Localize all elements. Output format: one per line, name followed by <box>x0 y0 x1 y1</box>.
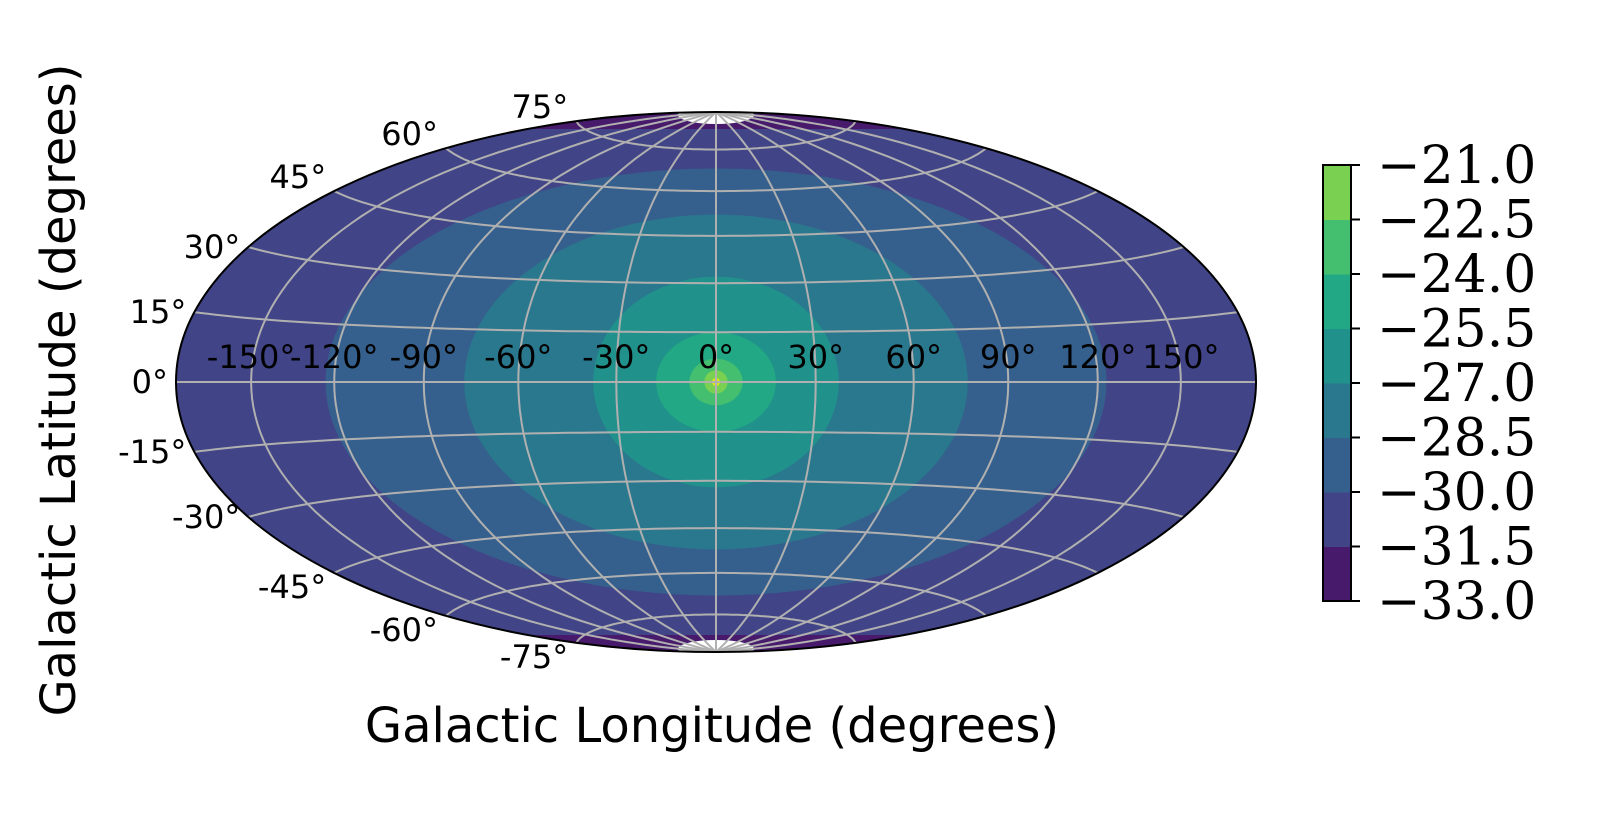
latitude-tick-label: 75° <box>511 88 568 126</box>
colorbar-band <box>1323 328 1351 384</box>
colorbar-band <box>1323 274 1351 329</box>
longitude-tick-label: -90° <box>390 338 458 376</box>
parallel-line <box>194 311 1238 334</box>
latitude-tick-label: 45° <box>269 158 326 196</box>
latitude-tick-labels: 75° 60° 45° 30° 15° 0° -15° -30° -45° -60° -75° <box>118 88 568 676</box>
longitude-tick-label: -120° <box>290 338 379 376</box>
parallel-line <box>575 613 857 644</box>
parallel-line <box>194 430 1238 453</box>
longitude-tick-label: -30° <box>582 338 650 376</box>
colorbar-tick-label: −24.0 <box>1377 245 1536 305</box>
colorbar-tick-label: −21.0 <box>1377 136 1536 196</box>
colorbar-tick-label: −33.0 <box>1377 572 1536 632</box>
colorbar-band <box>1323 546 1351 602</box>
latitude-tick-label: -45° <box>258 568 326 606</box>
latitude-tick-label: 0° <box>132 363 168 401</box>
colorbar-band <box>1323 492 1351 547</box>
longitude-tick-label: 30° <box>787 338 844 376</box>
latitude-tick-label: -75° <box>500 638 568 676</box>
colorbar-band <box>1323 219 1351 275</box>
latitude-tick-label: 60° <box>381 115 438 153</box>
longitude-tick-label: 90° <box>980 338 1037 376</box>
map-boundary <box>175 111 1257 653</box>
colorbar-band <box>1323 165 1351 220</box>
longitude-tick-label: -150° <box>207 338 296 376</box>
longitude-tick-labels: -150°-120° -90° -60° -30° 0° 30° 60° 90° 120° 150… <box>207 338 1220 376</box>
colorbar: −33.0−31.5−30.0−28.5−27.0−25.5−24.0−22.5… <box>1322 136 1536 632</box>
latitude-tick-label: -15° <box>118 433 186 471</box>
colorbar-tick-label: −31.5 <box>1377 518 1536 578</box>
parallel-line <box>333 527 1099 574</box>
longitude-tick-label: 150° <box>1142 338 1219 376</box>
longitude-tick-label: -60° <box>484 338 552 376</box>
parallel-line <box>333 190 1099 237</box>
longitude-tick-label: 60° <box>885 338 942 376</box>
colorbar-tick-label: −28.5 <box>1377 409 1536 469</box>
parallel-line <box>248 479 1184 518</box>
colorbar-tick-label: −22.5 <box>1377 191 1536 251</box>
colorbar-tick-label: −30.0 <box>1377 463 1536 523</box>
latitude-tick-label: 30° <box>184 228 241 266</box>
colorbar-band <box>1323 437 1351 493</box>
longitude-tick-label: 120° <box>1059 338 1136 376</box>
parallel-line <box>248 246 1184 285</box>
colorbar-band <box>1323 383 1351 438</box>
x-axis-label: Galactic Longitude (degrees) <box>365 698 1059 754</box>
graticule-grid <box>176 112 1256 652</box>
latitude-tick-label: 15° <box>130 293 187 331</box>
longitude-tick-label: 0° <box>698 338 734 376</box>
parallel-line <box>445 571 987 617</box>
colorbar-tick-label: −25.5 <box>1377 300 1536 360</box>
parallel-line <box>575 120 857 151</box>
parallel-line <box>445 147 987 193</box>
colorbar-tick-label: −27.0 <box>1377 354 1536 414</box>
latitude-tick-label: -60° <box>370 611 438 649</box>
y-axis-label: Galactic Latitude (degrees) <box>31 63 87 716</box>
latitude-tick-label: -30° <box>172 498 240 536</box>
